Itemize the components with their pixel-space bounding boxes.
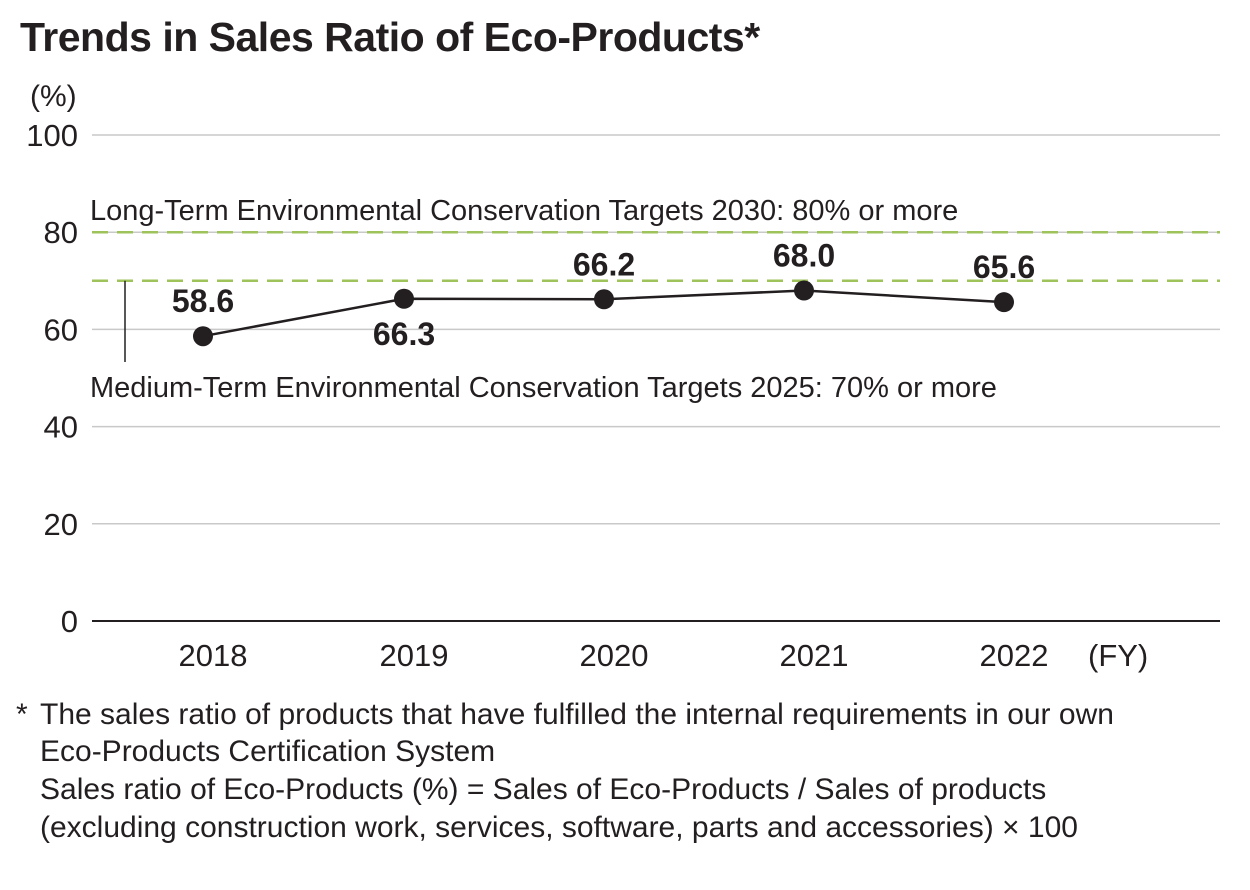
data-point-2019	[394, 288, 414, 309]
data-label-2020: 66.2	[573, 246, 635, 282]
chart-title: Trends in Sales Ratio of Eco-Products*	[20, 14, 760, 60]
y-tick-label-100: 100	[26, 118, 78, 153]
y-tick-label-80: 80	[44, 215, 78, 250]
data-point-2022	[994, 292, 1014, 313]
x-tick-label-2018: 2018	[179, 638, 248, 673]
y-tick-label-20: 20	[44, 507, 78, 542]
x-axis-unit: (FY)	[1088, 638, 1148, 673]
footnote-line-3: Sales ratio of Eco-Products (%) = Sales …	[40, 773, 1047, 806]
y-tick-label-40: 40	[44, 410, 78, 445]
data-point-2020	[594, 289, 614, 310]
line-chart: 100 80 60 40 20 0 (%) Long-Term Environmental C…	[26, 80, 1220, 673]
target-label-medium-term: Medium-Term Environmental Conservation T…	[90, 372, 997, 404]
y-tick-label-0: 0	[61, 604, 78, 639]
footnote-line-2: Eco-Products Certification System	[40, 735, 496, 768]
data-point-2018	[193, 326, 213, 347]
y-tick-label-60: 60	[44, 312, 78, 347]
target-label-long-term: Long-Term Environmental Conservation Tar…	[90, 195, 958, 227]
data-label-2022: 65.6	[973, 249, 1035, 285]
footnote-marker: *	[16, 698, 28, 731]
x-tick-label-2021: 2021	[780, 638, 849, 673]
x-tick-label-2020: 2020	[580, 638, 649, 673]
footnote-line-1: The sales ratio of products that have fu…	[40, 698, 1114, 731]
data-point-2021	[794, 280, 814, 301]
data-label-2021: 68.0	[773, 238, 835, 274]
data-label-2018: 58.6	[172, 283, 234, 319]
data-label-2019: 66.3	[373, 316, 435, 352]
footnote-line-4: (excluding construction work, services, …	[40, 811, 1078, 844]
y-axis-unit: (%)	[30, 80, 77, 113]
x-tick-label-2019: 2019	[380, 638, 449, 673]
x-tick-label-2022: 2022	[980, 638, 1049, 673]
